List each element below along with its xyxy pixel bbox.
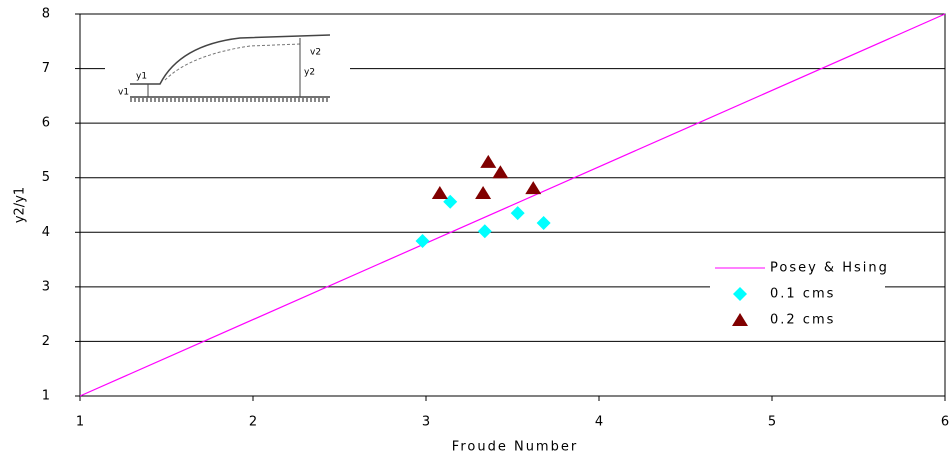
point (477, 224, 492, 239)
legend-label: 0.1 cms (770, 287, 835, 302)
x-tick-label: 1 (76, 415, 84, 430)
legend-swatch (732, 313, 748, 326)
point (492, 165, 509, 179)
y-axis-label: y2/y1 (13, 187, 28, 223)
y-tick-label: 3 (42, 279, 50, 294)
inset-roller (164, 43, 301, 81)
point (480, 154, 497, 168)
y-tick-label: 1 (42, 389, 50, 404)
x-axis-label: Froude Number (452, 440, 578, 455)
y-tick-label: 8 (42, 7, 50, 22)
legend-label: Posey & Hsing (770, 261, 889, 276)
legend-label: 0.2 cms (770, 313, 835, 328)
x-tick-label: 3 (422, 415, 430, 430)
point (415, 234, 430, 249)
legend-swatch (733, 287, 747, 301)
inset-label: v1 (118, 88, 129, 98)
series-line (79, 13, 946, 397)
y-tick-label: 6 (42, 116, 50, 131)
y-tick-label: 2 (42, 334, 50, 349)
inset-figure: v1 y1 v2 y2 (105, 24, 350, 114)
x-tick-label: 2 (249, 415, 257, 430)
inset-surface (130, 34, 331, 85)
point (431, 185, 448, 199)
x-tick-label: 6 (941, 415, 949, 430)
inset-label: y2 (304, 68, 315, 78)
y-tick-label: 7 (42, 61, 50, 76)
point (525, 181, 542, 195)
plot-frame (79, 13, 946, 397)
x-tick-label: 5 (768, 415, 776, 430)
point (536, 216, 551, 231)
x-tick-label: 4 (595, 415, 603, 430)
point (475, 185, 492, 199)
point (510, 206, 525, 221)
y-tick-label: 5 (42, 170, 50, 185)
inset-label: v2 (310, 48, 321, 58)
inset-label: y1 (136, 72, 147, 82)
y-tick-label: 4 (42, 225, 50, 240)
